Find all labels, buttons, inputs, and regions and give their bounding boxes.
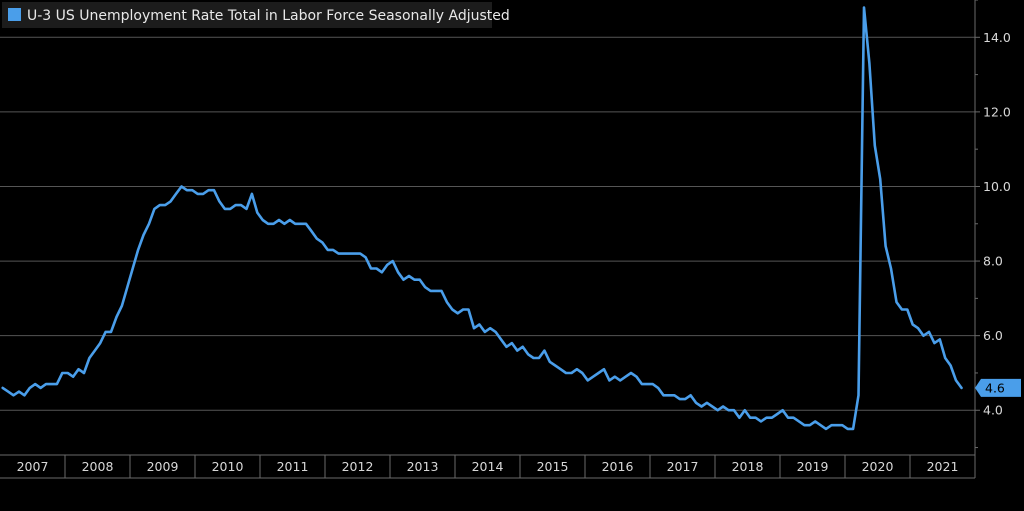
x-tick-label: 2007 xyxy=(17,459,49,474)
x-tick-label: 2019 xyxy=(797,459,829,474)
y-tick-label: 12.0 xyxy=(983,104,1011,119)
x-tick-label: 2011 xyxy=(277,459,309,474)
series-group xyxy=(1,6,963,431)
legend-background xyxy=(2,2,492,28)
legend-label: U-3 US Unemployment Rate Total in Labor … xyxy=(27,8,510,24)
y-tick-label: 8.0 xyxy=(983,254,1003,269)
legend: U-3 US Unemployment Rate Total in Labor … xyxy=(2,2,510,28)
series-line xyxy=(1,6,963,431)
x-tick-label: 2015 xyxy=(537,459,569,474)
x-tick-label: 2009 xyxy=(147,459,179,474)
gridlines xyxy=(0,36,975,411)
x-tick-label: 2012 xyxy=(342,459,374,474)
x-tick-label: 2021 xyxy=(927,459,959,474)
x-tick-label: 2016 xyxy=(602,459,634,474)
last-value-marker: 4.6 xyxy=(975,378,1021,397)
y-axis: 4.0 6.0 8.0 10.0 12.0 14.0 xyxy=(974,0,1011,455)
last-value-text: 4.6 xyxy=(985,380,1005,395)
x-tick-label: 2010 xyxy=(212,459,244,474)
y-tick-label: 10.0 xyxy=(983,179,1011,194)
x-tick-label: 2017 xyxy=(667,459,699,474)
x-tick-label: 2018 xyxy=(732,459,764,474)
y-tick-label: 4.0 xyxy=(983,403,1003,418)
last-value-badge xyxy=(975,378,1021,397)
x-tick-label: 2013 xyxy=(407,459,439,474)
x-axis: 2007 2008 2009 2010 2011 2012 2013 2014 2015 2016… xyxy=(0,454,976,479)
x-tick-label: 2008 xyxy=(82,459,114,474)
y-tick-label: 14.0 xyxy=(983,30,1011,45)
legend-swatch xyxy=(8,8,21,21)
x-tick-label: 2020 xyxy=(862,459,894,474)
y-tick-label: 6.0 xyxy=(983,328,1003,343)
x-tick-label: 2014 xyxy=(472,459,504,474)
